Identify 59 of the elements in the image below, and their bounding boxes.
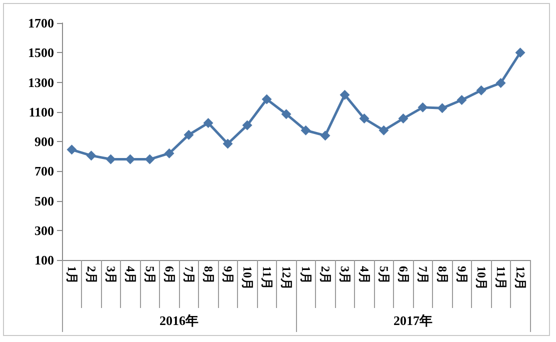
x-tick-label: 4月	[123, 266, 138, 284]
x-tick-label: 10月	[240, 266, 254, 290]
x-tick-label: 11月	[494, 266, 508, 290]
y-tick-label: 1300	[28, 74, 54, 90]
point	[496, 78, 506, 88]
y-tick-label: 300	[34, 222, 54, 238]
x-tick-label: 10月	[474, 266, 488, 290]
x-tick-label: 11月	[260, 266, 274, 290]
x-tick-label: 5月	[142, 266, 157, 284]
point	[164, 148, 174, 158]
point	[242, 120, 252, 130]
point	[378, 125, 389, 136]
x-tick-label: 8月	[201, 266, 216, 284]
point	[66, 144, 77, 155]
x-tick-label: 5月	[376, 266, 391, 284]
point	[125, 154, 136, 164]
point	[320, 130, 330, 141]
y-tick-label: 1500	[28, 45, 54, 60]
y-tick-label: 1700	[28, 16, 54, 30]
point	[106, 154, 116, 164]
x-tick-label: 12月	[279, 266, 294, 290]
x-tick-label: 2月	[318, 266, 332, 284]
x-tick-label: 7月	[416, 266, 430, 284]
point	[281, 109, 292, 120]
x-tick-label: 6月	[162, 266, 176, 284]
point	[86, 150, 96, 161]
point	[437, 103, 448, 114]
x-tick-label: 4月	[357, 266, 372, 284]
y-tick-label: 1100	[28, 104, 54, 120]
point	[398, 114, 408, 124]
point	[340, 90, 350, 100]
x-tick-label: 3月	[104, 266, 118, 284]
point	[262, 94, 272, 104]
x-tick-label: 7月	[182, 266, 196, 284]
point	[456, 95, 467, 106]
x-tick-label: 1月	[64, 266, 79, 284]
x-tick-label: 9月	[454, 266, 469, 284]
x-tick-label: 1月	[298, 266, 313, 284]
point	[515, 48, 526, 58]
point	[203, 118, 214, 128]
text: 2016年	[160, 312, 198, 330]
y-tick-label: 500	[34, 193, 54, 208]
point	[476, 85, 486, 96]
point	[418, 102, 428, 112]
point	[300, 125, 311, 136]
x-tick-label: 8月	[435, 266, 450, 284]
x-tick-label: 2月	[84, 266, 98, 284]
point	[222, 138, 233, 149]
x-tick-label: 6月	[396, 266, 410, 284]
y-tick-label: 700	[34, 164, 54, 179]
y-tick-label: 100	[34, 252, 54, 268]
x-tick-label: 3月	[338, 266, 352, 284]
y-tick-label: 900	[34, 134, 54, 149]
x-tick-label: 9月	[220, 266, 235, 284]
point	[184, 130, 194, 140]
point	[359, 114, 370, 124]
x-tick-label: 12月	[513, 266, 528, 290]
point	[144, 154, 155, 164]
text: 2017年	[394, 312, 432, 330]
